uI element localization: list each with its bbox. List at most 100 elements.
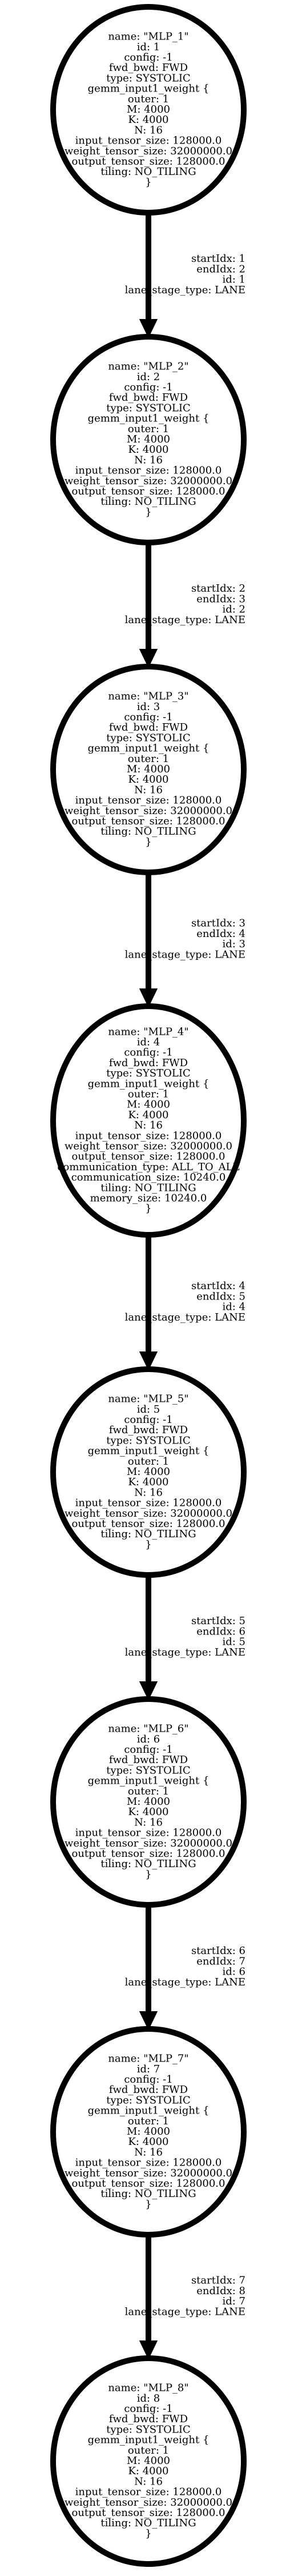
node-ellipse [50, 4, 247, 216]
node-label-line: gemm_input1_weight { [88, 2105, 210, 2117]
edge-label-line: startIdx: 4 [191, 1280, 245, 1292]
node-label-line: type: SYSTOLIC [106, 402, 191, 414]
node-label-line: tiling: NO_TILING [100, 2188, 196, 2200]
node-ellipse [50, 1366, 247, 1578]
node-ellipse [50, 2355, 247, 2567]
node-label-line: type: SYSTOLIC [106, 1067, 191, 1079]
edge-label-line: endIdx: 6 [196, 1625, 245, 1637]
edge-label-line: id: 1 [222, 274, 245, 286]
edge-label-line: startIdx: 7 [191, 2275, 245, 2287]
edge-label-line: endIdx: 8 [196, 2285, 245, 2297]
node-label-line: outer: 1 [128, 93, 169, 105]
edge-label-line: id: 7 [222, 2295, 245, 2307]
node-label-line: N: 16 [134, 2475, 163, 2487]
edge-label-line: id: 4 [222, 1301, 245, 1313]
edge-arrowhead-icon [139, 1351, 158, 1371]
node-label-line: tiling: NO_TILING [100, 826, 196, 838]
node-label-line: config: -1 [124, 51, 172, 63]
edge-label-line: id: 2 [222, 604, 245, 616]
node-label-line: output_tensor_size: 128000.0 [72, 2178, 225, 2190]
node-label-line: N: 16 [134, 1816, 163, 1828]
edge-label-line: lane_stage_type: LANE [125, 1311, 245, 1323]
node-label-line: tiling: NO_TILING [100, 2517, 196, 2529]
edge-label-line: lane_stage_type: LANE [125, 1976, 245, 1988]
node-label-line: outer: 1 [128, 753, 169, 765]
node-label-line: communication_size: 10240.0 [71, 1171, 226, 1183]
node-label-line: K: 4000 [128, 2136, 168, 2148]
node-label-line: gemm_input1_weight { [88, 1078, 210, 1090]
node-label-line: input_tensor_size: 128000.0 [75, 135, 222, 147]
node-label-line: } [145, 2527, 151, 2539]
node-label-line: config: -1 [124, 2403, 172, 2415]
node-label-line: id: 8 [137, 2392, 160, 2404]
edge-arrowhead-icon [139, 988, 158, 1008]
node-label-line: K: 4000 [128, 2465, 168, 2477]
edge-label-line: endIdx: 5 [196, 1290, 245, 1302]
node-label-line: id: 5 [137, 1403, 160, 1415]
edge-arrowhead-icon [139, 2011, 158, 2031]
node-label-line: N: 16 [134, 454, 163, 466]
node-label-line: communication_type: ALL_TO_ALL [57, 1161, 239, 1173]
node-label-line: gemm_input1_weight { [88, 413, 210, 425]
node-label-line: gemm_input1_weight { [88, 1775, 210, 1787]
node-label-line: M: 4000 [127, 1099, 170, 1111]
node-label-line: M: 4000 [127, 2455, 170, 2467]
node-label-line: fwd_bwd: FWD [109, 392, 188, 404]
node-label-line: } [145, 2198, 151, 2210]
node-label-line: } [145, 1868, 151, 1880]
node-label-line: type: SYSTOLIC [106, 72, 191, 84]
node-label-line: type: SYSTOLIC [106, 732, 191, 744]
node-label-line: memory_size: 10240.0 [90, 1193, 207, 1205]
edge-arrowhead-icon [139, 649, 158, 668]
node-label-line: } [145, 1203, 151, 1215]
node-label-line: id: 7 [137, 2063, 160, 2075]
node-label-line: id: 1 [137, 41, 160, 53]
node-label-line: output_tensor_size: 128000.0 [72, 2507, 225, 2519]
node-ellipse [50, 664, 247, 875]
node-label-line: } [145, 1538, 151, 1550]
edge-label-line: startIdx: 6 [191, 1945, 245, 1957]
node-label-line: outer: 1 [128, 1785, 169, 1797]
node-label-line: K: 4000 [128, 1476, 168, 1488]
node-label-line: K: 4000 [128, 114, 168, 126]
node-label-line: M: 4000 [127, 433, 170, 445]
node-label-line: name: "MLP_4" [108, 1026, 188, 1038]
node-label-line: K: 4000 [128, 773, 168, 785]
node-label-line: weight_tensor_size: 32000000.0 [65, 145, 232, 157]
node-label-line: type: SYSTOLIC [106, 2423, 191, 2435]
node-label-line: gemm_input1_weight { [88, 2434, 210, 2446]
node-ellipse [50, 1003, 247, 1238]
edge-arrowhead-icon [139, 1681, 158, 1701]
node-label-line: weight_tensor_size: 32000000.0 [65, 805, 232, 817]
edge-label-line: startIdx: 5 [191, 1615, 245, 1627]
node-label-line: input_tensor_size: 128000.0 [75, 2157, 222, 2169]
node-label-line: config: -1 [124, 381, 172, 393]
node-label-line: tiling: NO_TILING [100, 1858, 196, 1870]
node-label-line: weight_tensor_size: 32000000.0 [65, 2167, 232, 2179]
node-label-line: gemm_input1_weight { [88, 83, 210, 95]
node-label-line: id: 6 [137, 1733, 160, 1745]
node-label-line: M: 4000 [127, 1796, 170, 1808]
node-label-line: output_tensor_size: 128000.0 [72, 815, 225, 827]
node-label-line: name: "MLP_8" [108, 2382, 188, 2394]
node-label-line: config: -1 [124, 711, 172, 723]
node-label-line: type: SYSTOLIC [106, 2094, 191, 2106]
node-label-line: input_tensor_size: 128000.0 [75, 795, 222, 807]
node-label-line: N: 16 [134, 2146, 163, 2158]
